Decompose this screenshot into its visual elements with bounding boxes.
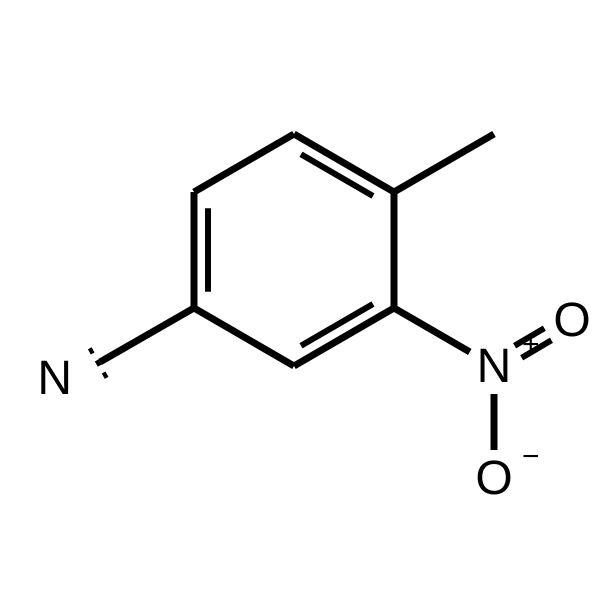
atom-O2: O xyxy=(553,294,590,347)
atom-charge-N2: + xyxy=(522,328,540,361)
molecule-diagram: NN+O−O xyxy=(0,0,600,600)
atom-charge-O1: − xyxy=(522,440,540,473)
atom-N1: N xyxy=(37,352,72,405)
atom-N2: N xyxy=(477,340,512,393)
atom-O1: O xyxy=(475,452,512,505)
